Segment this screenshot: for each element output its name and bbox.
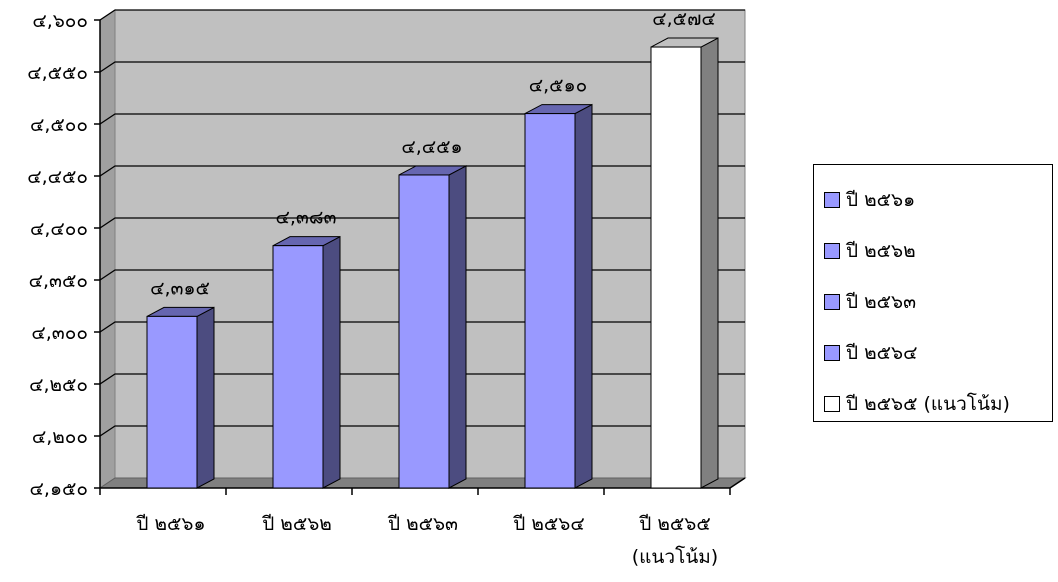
legend-label: ปี ๒๕๖๒ xyxy=(846,240,916,262)
legend-item: ปี ๒๕๖๕ (แนวโน้ม) xyxy=(824,389,1010,419)
gridline xyxy=(99,61,745,73)
data-label: ๔,๕๗๔ xyxy=(652,8,715,30)
y-tick-label: ๔,๒๐๐ xyxy=(32,426,88,448)
x-category-label: ปี ๒๕๖๕ xyxy=(638,513,710,535)
legend-label: ปี ๒๕๖๕ (แนวโน้ม) xyxy=(846,393,1010,415)
legend-swatch xyxy=(824,345,840,361)
legend-label: ปี ๒๕๖๑ xyxy=(846,189,916,211)
legend-swatch xyxy=(824,294,840,310)
y-tick-label: ๔,๖๐๐ xyxy=(32,10,88,32)
bar xyxy=(146,315,198,489)
legend-swatch xyxy=(824,192,840,208)
x-category-label: ปี ๒๕๖๓ xyxy=(387,513,458,535)
bar xyxy=(398,174,450,489)
legend-swatch xyxy=(824,243,840,259)
bar xyxy=(650,46,702,489)
x-category-label: (แนวโน้ม) xyxy=(632,545,718,568)
data-label: ๔,๕๑๐ xyxy=(529,75,587,97)
bar-side xyxy=(448,165,467,489)
x-category-label: ปี ๒๕๖๔ xyxy=(512,513,584,535)
x-category-label: ปี ๒๕๖๒ xyxy=(261,513,331,535)
legend-item: ปี ๒๕๖๑ xyxy=(824,185,915,215)
legend-label: ปี ๒๕๖๔ xyxy=(846,342,918,364)
y-tick-label: ๔,๕๐๐ xyxy=(30,114,88,136)
gridline xyxy=(99,9,745,21)
chart-side-wall xyxy=(99,9,116,489)
bar-side xyxy=(700,37,719,489)
y-tick-label: ๔,๒๕๐ xyxy=(29,374,88,396)
x-category-label: ปี ๒๕๖๑ xyxy=(136,513,206,535)
legend-item: ปี ๒๕๖๓ xyxy=(824,287,916,317)
bar-side xyxy=(322,235,341,489)
y-tick-label: ๔,๓๕๐ xyxy=(29,270,88,292)
bar xyxy=(524,113,576,489)
y-tick-label: ๔,๔๐๐ xyxy=(30,218,88,240)
y-tick-label: ๔,๔๕๐ xyxy=(27,166,88,188)
data-label: ๔,๔๕๑ xyxy=(401,136,462,158)
legend-item: ปี ๒๕๖๔ xyxy=(824,338,917,368)
bar-side xyxy=(196,306,215,489)
data-label: ๔,๓๘๓ xyxy=(275,207,336,229)
y-tick-label: ๔,๕๕๐ xyxy=(27,62,88,84)
chart-legend: ปี ๒๕๖๑ปี ๒๕๖๒ปี ๒๕๖๓ปี ๒๕๖๔ปี ๒๕๖๕ (แนว… xyxy=(813,164,1053,422)
legend-item: ปี ๒๕๖๒ xyxy=(824,236,916,266)
data-label: ๔,๓๑๕ xyxy=(150,277,210,299)
bar-side xyxy=(574,103,593,489)
y-tick-label: ๔,๓๐๐ xyxy=(31,322,88,344)
bar xyxy=(272,245,324,489)
legend-swatch xyxy=(824,396,840,412)
legend-label: ปี ๒๕๖๓ xyxy=(846,291,917,313)
y-tick-label: ๔,๑๕๐ xyxy=(30,478,88,500)
